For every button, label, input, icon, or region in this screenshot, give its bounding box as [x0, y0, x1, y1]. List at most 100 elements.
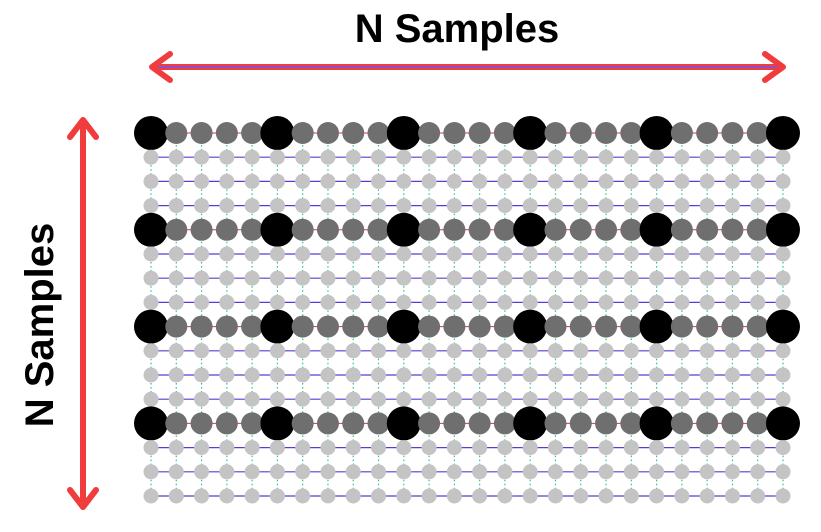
minor-sample-node — [573, 270, 589, 286]
minor-sample-node — [446, 464, 462, 480]
minor-sample-node — [168, 246, 184, 262]
row-sample-node — [241, 315, 264, 338]
minor-sample-node — [345, 270, 361, 286]
minor-sample-node — [345, 173, 361, 189]
row-sample-node — [595, 412, 618, 435]
minor-sample-node — [320, 270, 336, 286]
minor-sample-node — [194, 149, 210, 165]
major-sample-node — [386, 212, 421, 247]
minor-sample-node — [295, 198, 311, 214]
minor-sample-node — [244, 270, 260, 286]
minor-sample-node — [194, 270, 210, 286]
minor-sample-node — [724, 367, 740, 383]
minor-sample-node — [598, 270, 614, 286]
minor-sample-node — [623, 488, 639, 504]
minor-sample-node — [750, 173, 766, 189]
minor-sample-node — [623, 149, 639, 165]
minor-sample-node — [724, 391, 740, 407]
row-sample-node — [291, 315, 314, 338]
row-sample-node — [569, 315, 592, 338]
minor-sample-node — [345, 149, 361, 165]
minor-sample-node — [244, 149, 260, 165]
row-sample-node — [544, 218, 567, 241]
row-sample-node — [190, 315, 213, 338]
minor-sample-node — [345, 440, 361, 456]
major-sample-node — [134, 309, 168, 344]
minor-sample-node — [446, 367, 462, 383]
minor-sample-node — [446, 246, 462, 262]
minor-sample-node — [446, 391, 462, 407]
row-sample-node — [544, 122, 567, 144]
minor-sample-node — [750, 464, 766, 480]
row-sample-node — [670, 315, 693, 338]
minor-sample-node — [219, 173, 235, 189]
row-sample-node — [367, 315, 390, 338]
minor-sample-node — [269, 198, 285, 214]
row-sample-node — [595, 122, 618, 144]
minor-sample-node — [472, 391, 488, 407]
row-sample-node — [620, 412, 643, 435]
row-sample-node — [721, 122, 744, 144]
minor-sample-node — [547, 173, 563, 189]
minor-sample-node — [345, 464, 361, 480]
minor-sample-node — [674, 198, 690, 214]
row-sample-node — [493, 122, 516, 144]
minor-sample-node — [269, 270, 285, 286]
major-sample-node — [766, 406, 800, 441]
minor-sample-node — [320, 198, 336, 214]
minor-sample-node — [168, 488, 184, 504]
major-sample-node — [639, 116, 674, 150]
minor-sample-node — [446, 198, 462, 214]
minor-sample-node — [674, 343, 690, 359]
row-sample-node — [165, 412, 188, 435]
row-sample-node — [493, 218, 516, 241]
minor-sample-node — [522, 464, 538, 480]
minor-sample-node — [724, 173, 740, 189]
minor-sample-node — [371, 440, 387, 456]
row-sample-node — [342, 412, 365, 435]
minor-sample-node — [219, 149, 235, 165]
minor-sample-node — [724, 440, 740, 456]
minor-sample-node — [168, 173, 184, 189]
minor-sample-node — [269, 173, 285, 189]
minor-sample-node — [623, 391, 639, 407]
minor-sample-node — [547, 343, 563, 359]
minor-sample-node — [623, 343, 639, 359]
minor-sample-node — [371, 173, 387, 189]
minor-sample-node — [269, 391, 285, 407]
row-sample-node — [342, 218, 365, 241]
minor-sample-node — [522, 270, 538, 286]
minor-sample-node — [244, 173, 260, 189]
minor-sample-node — [649, 391, 665, 407]
row-sample-node — [342, 122, 365, 144]
minor-sample-node — [168, 440, 184, 456]
minor-sample-node — [724, 294, 740, 310]
minor-sample-node — [421, 173, 437, 189]
minor-sample-node — [472, 198, 488, 214]
minor-sample-node — [649, 488, 665, 504]
minor-sample-node — [547, 440, 563, 456]
row-sample-node — [241, 412, 264, 435]
minor-sample-node — [649, 246, 665, 262]
minor-sample-node — [371, 246, 387, 262]
top-axis-label: N Samples — [355, 7, 560, 51]
minor-sample-node — [219, 246, 235, 262]
minor-sample-node — [295, 173, 311, 189]
minor-sample-node — [573, 440, 589, 456]
minor-sample-node — [320, 391, 336, 407]
row-sample-node — [291, 122, 314, 144]
minor-sample-node — [396, 343, 412, 359]
minor-sample-node — [674, 464, 690, 480]
minor-sample-node — [219, 367, 235, 383]
row-sample-node — [493, 412, 516, 435]
minor-sample-node — [497, 343, 513, 359]
minor-sample-node — [421, 270, 437, 286]
row-sample-node — [468, 412, 491, 435]
minor-sample-node — [699, 488, 715, 504]
minor-sample-node — [143, 173, 159, 189]
minor-sample-node — [674, 440, 690, 456]
minor-sample-node — [472, 149, 488, 165]
minor-sample-node — [371, 464, 387, 480]
minor-sample-node — [598, 198, 614, 214]
